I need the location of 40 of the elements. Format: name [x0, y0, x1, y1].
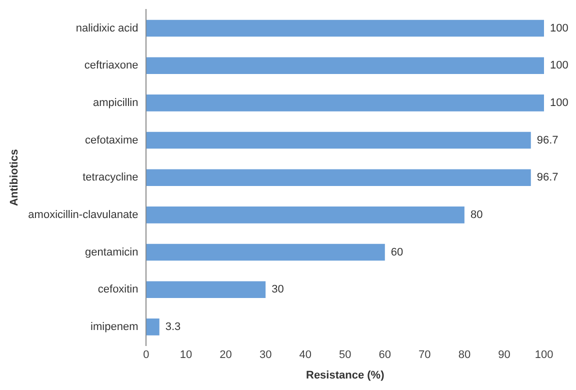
- data-label: 100: [550, 22, 568, 34]
- bar: [146, 169, 531, 186]
- y-tick-label: nalidixic acid: [76, 22, 138, 34]
- x-axis-title: Resistance (%): [306, 369, 385, 382]
- x-tick-label: 90: [498, 349, 510, 362]
- data-label: 30: [272, 284, 284, 296]
- y-tick-label: tetracycline: [82, 172, 138, 184]
- y-tick-label: ceftriaxone: [84, 60, 138, 72]
- data-label: 100: [550, 96, 568, 109]
- x-tick-label: 60: [378, 349, 392, 362]
- x-tick-label: 40: [299, 349, 312, 362]
- data-label: 60: [390, 246, 404, 258]
- x-tick-label: 0: [143, 349, 150, 362]
- bar: [146, 94, 544, 112]
- y-tick-label: ampicillin: [93, 96, 138, 109]
- x-tick-label: 50: [339, 349, 352, 362]
- bar: [146, 244, 385, 261]
- data-label: 96.7: [536, 172, 558, 184]
- x-tick-label: 20: [220, 349, 232, 362]
- y-tick-label: gentamicin: [85, 246, 138, 258]
- x-tick-label: 30: [259, 349, 272, 362]
- bar: [146, 281, 266, 298]
- bar: [146, 57, 544, 74]
- data-label: 100: [550, 60, 568, 72]
- data-label: 3.3: [165, 320, 181, 333]
- y-tick-label: amoxicillin-clavulanate: [28, 208, 138, 221]
- y-tick-label: cefotaxime: [85, 134, 138, 146]
- y-tick-label: imipenem: [90, 320, 138, 333]
- x-tick-label: 10: [180, 349, 192, 362]
- y-tick-label: cefoxitin: [98, 284, 138, 296]
- data-label: 96.7: [536, 134, 558, 146]
- x-tick-label: 80: [458, 349, 471, 362]
- bar: [146, 20, 544, 37]
- x-tick-label: 70: [418, 349, 431, 362]
- bar: [146, 206, 464, 224]
- y-axis-title: Antibiotics: [8, 149, 21, 206]
- x-tick-label: 100: [534, 349, 554, 362]
- bar: [146, 132, 531, 149]
- bar: [146, 318, 160, 336]
- data-label: 80: [470, 208, 483, 221]
